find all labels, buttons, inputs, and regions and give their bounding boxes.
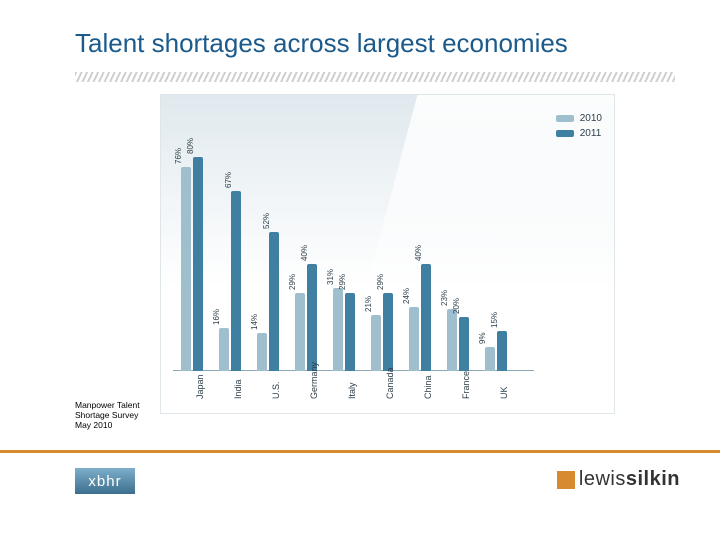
x-tick-label: UK bbox=[499, 386, 509, 399]
bar-2010 bbox=[447, 309, 457, 371]
bar-2010 bbox=[485, 347, 495, 371]
legend-row: 2011 bbox=[556, 128, 602, 139]
logo-xbhr: xbhr bbox=[75, 468, 135, 494]
title-underline bbox=[75, 72, 675, 82]
footer-rule bbox=[0, 450, 720, 453]
bar-2011 bbox=[269, 232, 279, 371]
page-title: Talent shortages across largest economie… bbox=[75, 28, 568, 59]
bar-2011 bbox=[383, 293, 393, 371]
value-label-2010: 14% bbox=[250, 314, 259, 330]
bar-2010 bbox=[181, 167, 191, 371]
bar-2011 bbox=[459, 317, 469, 371]
bar-2011 bbox=[307, 264, 317, 371]
value-label-2010: 16% bbox=[212, 309, 221, 325]
bar-group: 76%80%Japan bbox=[181, 103, 203, 371]
logo-text-thin: lewis bbox=[579, 468, 626, 490]
x-tick-label: U.S. bbox=[271, 381, 281, 399]
logo-square-icon bbox=[557, 471, 575, 489]
value-label-2011: 67% bbox=[224, 172, 233, 188]
bar-group: 14%52%U.S. bbox=[257, 103, 279, 371]
value-label-2010: 24% bbox=[402, 288, 411, 304]
x-tick-label: China bbox=[423, 375, 433, 399]
bar-2010 bbox=[295, 293, 305, 371]
value-label-2010: 31% bbox=[326, 269, 335, 285]
source-note: Manpower Talent Shortage Survey May 2010 bbox=[75, 400, 155, 431]
value-label-2011: 40% bbox=[414, 245, 423, 261]
bar-group: 24%40%China bbox=[409, 103, 431, 371]
bar-2011 bbox=[231, 191, 241, 371]
value-label-2011: 80% bbox=[186, 138, 195, 154]
bar-2010 bbox=[219, 328, 229, 371]
bar-2010 bbox=[257, 333, 267, 371]
value-label-2011: 40% bbox=[300, 245, 309, 261]
value-label-2010: 21% bbox=[364, 296, 373, 312]
x-tick-label: Canada bbox=[385, 367, 395, 399]
legend-label: 2011 bbox=[580, 128, 602, 139]
x-tick-label: Germany bbox=[309, 362, 319, 399]
bar-2010 bbox=[371, 315, 381, 371]
value-label-2011: 52% bbox=[262, 213, 271, 229]
value-label-2011: 20% bbox=[452, 298, 461, 314]
value-label-2011: 29% bbox=[376, 274, 385, 290]
value-label-2010: 9% bbox=[478, 332, 487, 344]
bar-group: 21%29%Canada bbox=[371, 103, 393, 371]
bar-2011 bbox=[421, 264, 431, 371]
bar-2010 bbox=[333, 288, 343, 371]
x-tick-label: France bbox=[461, 371, 471, 399]
x-tick-label: India bbox=[233, 379, 243, 399]
legend-label: 2010 bbox=[580, 113, 602, 124]
value-label-2010: 76% bbox=[174, 148, 183, 164]
bar-group: 29%40%Germany bbox=[295, 103, 317, 371]
chart-legend: 2010 2011 bbox=[556, 113, 602, 143]
logo-lewissilkin: lewissilkin bbox=[557, 468, 680, 491]
bar-2011 bbox=[345, 293, 355, 371]
x-tick-label: Italy bbox=[347, 382, 357, 399]
bar-2011 bbox=[193, 157, 203, 371]
legend-swatch bbox=[556, 115, 574, 122]
legend-swatch bbox=[556, 130, 574, 137]
value-label-2011: 29% bbox=[338, 274, 347, 290]
slide: Talent shortages across largest economie… bbox=[0, 0, 720, 540]
bar-group: 16%67%India bbox=[219, 103, 241, 371]
bar-2011 bbox=[497, 331, 507, 371]
value-label-2011: 15% bbox=[490, 312, 499, 328]
bar-2010 bbox=[409, 307, 419, 371]
x-tick-label: Japan bbox=[195, 374, 205, 399]
chart-plot: 76%80%Japan 16%67%India 14%52%U.S. 29%40%Ge… bbox=[173, 105, 534, 371]
chart-container: 76%80%Japan16%67%India14%52%U.S.29%40%Ge… bbox=[160, 94, 615, 414]
value-label-2010: 23% bbox=[440, 290, 449, 306]
logo-text: lewissilkin bbox=[579, 468, 680, 491]
logo-text-bold: silkin bbox=[626, 468, 680, 490]
bar-group: 23%20%France bbox=[447, 103, 469, 371]
value-label-2010: 29% bbox=[288, 274, 297, 290]
legend-row: 2010 bbox=[556, 113, 602, 124]
bar-group: 31%29%Italy bbox=[333, 103, 355, 371]
bar-group: 9%15%UK bbox=[485, 103, 507, 371]
